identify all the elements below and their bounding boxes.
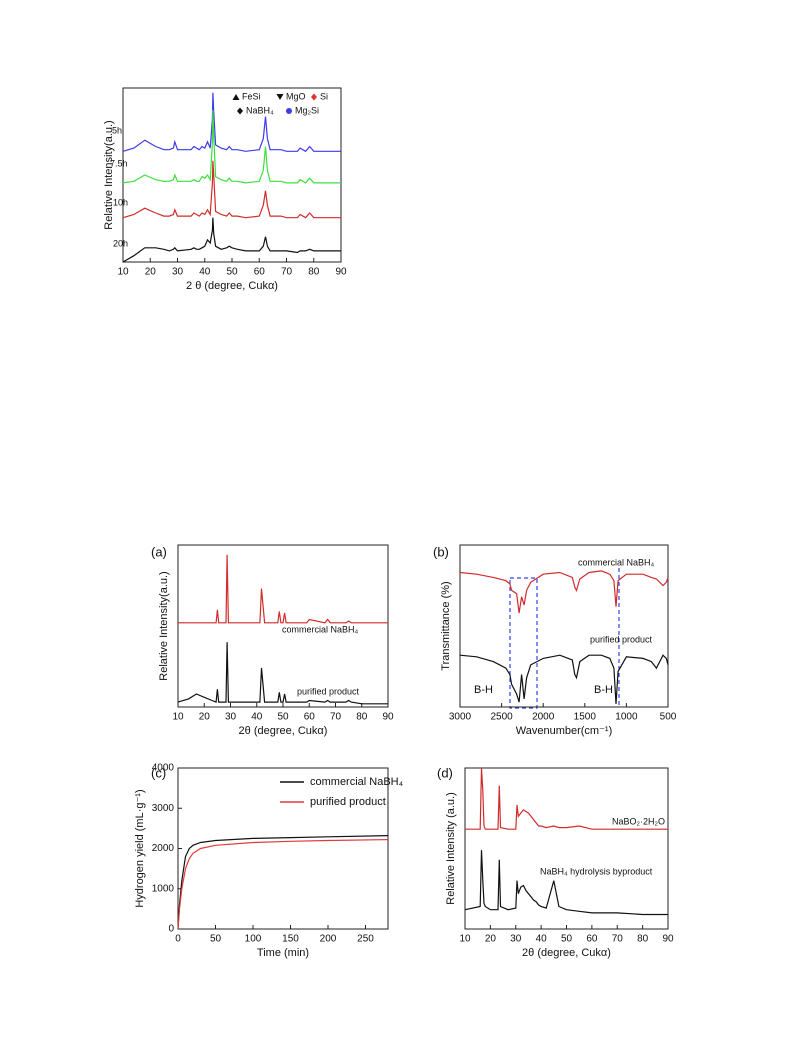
annotation: B-H (594, 684, 613, 696)
legend-marker (311, 93, 317, 101)
series-line (464, 850, 668, 916)
y-axis-label: Relative Intensity (a.u.) (445, 792, 457, 905)
x-tick-label: 60 (254, 267, 266, 278)
series-label: purified product (297, 686, 360, 696)
x-tick-label: 20 (199, 712, 211, 723)
x-tick-label: 80 (356, 712, 368, 723)
x-tick-label: 150 (282, 934, 299, 945)
bh-box (509, 577, 538, 709)
x-axis-label: Wavenumber(cm⁻¹) (516, 725, 612, 737)
x-tick-label: 40 (251, 712, 263, 723)
plot-frame (459, 544, 669, 708)
x-tick-label: 200 (320, 934, 337, 945)
series-line (459, 654, 669, 704)
series-label: 20h (113, 238, 128, 248)
legend-marker (232, 94, 240, 100)
x-tick-label: 2000 (532, 712, 555, 723)
series-line (177, 839, 389, 930)
x-tick-label: 40 (199, 267, 211, 278)
series-line (177, 642, 388, 705)
legend-label: Si (320, 91, 328, 101)
series-label: purified product (590, 634, 653, 644)
series-line (122, 217, 341, 263)
y-tick-label: 4000 (152, 763, 175, 774)
x-tick-label: 2500 (490, 712, 513, 723)
x-tick-label: 40 (536, 934, 548, 945)
panel-label: (c) (151, 765, 166, 780)
x-tick-label: 100 (245, 934, 262, 945)
series-label: NaBH₄ hydrolysis byproduct (540, 866, 653, 876)
series-line (465, 767, 668, 830)
series-label: commercial NaBH₄ (578, 557, 655, 567)
legend-label: MgO (286, 91, 306, 101)
panel-label: (a) (151, 544, 167, 559)
x-tick-label: 60 (586, 934, 598, 945)
x-axis-label: 2 θ (degree, Cukα) (186, 280, 278, 292)
legend-label: commercial NaBH₄ (310, 776, 404, 788)
series-label: NaBO₂·2H₂O (612, 816, 665, 826)
x-tick-label: 50 (277, 712, 289, 723)
legend-marker (276, 94, 284, 100)
series-line (122, 110, 341, 184)
x-tick-label: 90 (335, 267, 347, 278)
series-label: 5h (112, 125, 122, 135)
y-tick-label: 1000 (152, 883, 175, 894)
y-axis-label: Relative Intensity(a.u.) (103, 120, 115, 229)
x-tick-label: 70 (330, 712, 342, 723)
x-tick-label: 1000 (615, 712, 638, 723)
series-line (459, 570, 669, 614)
x-tick-label: 1500 (574, 712, 597, 723)
x-tick-label: 50 (226, 267, 238, 278)
series-line (177, 835, 389, 930)
x-tick-label: 70 (612, 934, 624, 945)
annotation: B-H (474, 684, 493, 696)
x-tick-label: 10 (459, 934, 471, 945)
series-label: 10h (113, 197, 128, 207)
y-tick-label: 2000 (152, 843, 175, 854)
x-tick-label: 90 (662, 934, 674, 945)
y-axis-label: Transmittance (%) (440, 581, 452, 670)
x-tick-label: 20 (485, 934, 497, 945)
legend-label: NaBH₄ (246, 105, 274, 115)
legend-label: Mg₂Si (295, 105, 319, 115)
x-tick-label: 50 (561, 934, 573, 945)
series-line (178, 554, 388, 624)
y-tick-label: 0 (168, 924, 174, 935)
x-tick-label: 10 (172, 712, 184, 723)
x-tick-label: 500 (660, 712, 677, 723)
legend-label: FeSi (242, 91, 261, 101)
x-tick-label: 80 (308, 267, 320, 278)
x-tick-label: 50 (210, 934, 222, 945)
series-line (122, 92, 341, 153)
x-tick-label: 80 (637, 934, 649, 945)
series-line (122, 160, 341, 219)
x-tick-label: 10 (117, 267, 129, 278)
x-tick-label: 30 (510, 934, 522, 945)
y-tick-label: 3000 (152, 803, 175, 814)
x-tick-label: 250 (357, 934, 374, 945)
series-label: 7.5h (110, 158, 128, 168)
x-axis-label: 2θ (degree, Cukα) (522, 947, 611, 959)
x-tick-label: 0 (175, 934, 181, 945)
plot-frame (464, 767, 669, 930)
y-axis-label: Hydrogen yield (mL·g⁻¹) (134, 789, 146, 907)
y-axis-label: Relative Intensity(a.u.) (158, 571, 170, 680)
x-tick-label: 3000 (449, 712, 472, 723)
panel-label: (d) (437, 765, 453, 780)
x-tick-label: 90 (382, 712, 394, 723)
x-tick-label: 30 (225, 712, 237, 723)
plot-frame (177, 767, 389, 930)
x-tick-label: 70 (281, 267, 293, 278)
x-tick-label: 20 (145, 267, 157, 278)
legend-label: purified product (310, 796, 386, 808)
x-tick-label: 60 (304, 712, 316, 723)
x-axis-label: 2θ (degree, Cukα) (239, 725, 328, 737)
x-axis-label: Time (min) (257, 947, 309, 959)
legend-marker (286, 108, 292, 114)
legend-marker (237, 107, 243, 115)
x-tick-label: 30 (172, 267, 184, 278)
series-label: commercial NaBH₄ (282, 624, 359, 634)
panel-label: (b) (433, 544, 449, 559)
